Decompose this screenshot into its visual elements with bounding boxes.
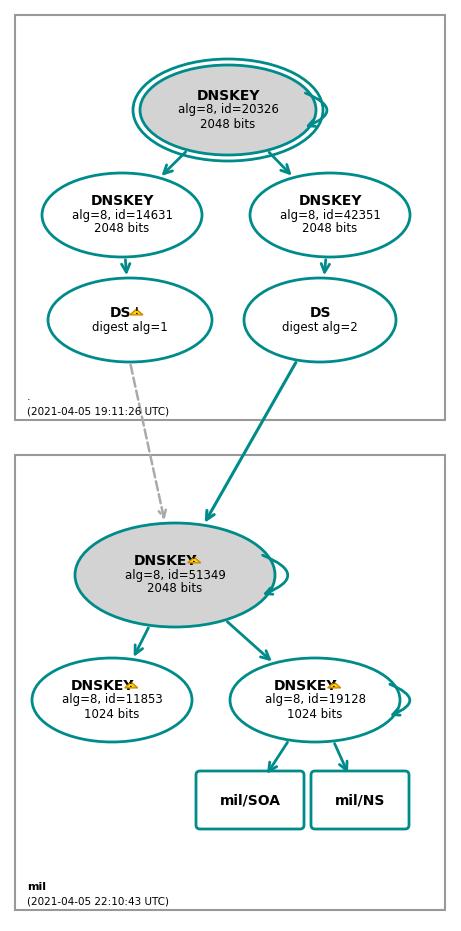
Ellipse shape bbox=[42, 173, 202, 257]
Text: DS: DS bbox=[309, 306, 331, 320]
Text: DNSKEY: DNSKEY bbox=[70, 679, 134, 693]
Text: !: ! bbox=[192, 555, 196, 564]
Text: alg=8, id=19128: alg=8, id=19128 bbox=[265, 694, 366, 707]
Polygon shape bbox=[188, 558, 201, 563]
FancyBboxPatch shape bbox=[15, 15, 445, 420]
Text: alg=8, id=20326: alg=8, id=20326 bbox=[177, 103, 278, 116]
Text: digest alg=1: digest alg=1 bbox=[92, 320, 168, 333]
Text: (2021-04-05 19:11:26 UTC): (2021-04-05 19:11:26 UTC) bbox=[27, 406, 169, 416]
Ellipse shape bbox=[48, 278, 212, 362]
Text: digest alg=2: digest alg=2 bbox=[282, 320, 358, 333]
Text: DNSKEY: DNSKEY bbox=[298, 194, 362, 208]
Ellipse shape bbox=[230, 658, 400, 742]
Text: mil/SOA: mil/SOA bbox=[219, 793, 280, 807]
Text: mil: mil bbox=[27, 882, 46, 892]
FancyBboxPatch shape bbox=[196, 771, 304, 829]
Text: DS: DS bbox=[109, 306, 131, 320]
Polygon shape bbox=[328, 682, 341, 688]
Text: DNSKEY: DNSKEY bbox=[273, 679, 337, 693]
Ellipse shape bbox=[75, 523, 275, 627]
FancyBboxPatch shape bbox=[311, 771, 409, 829]
Text: alg=8, id=11853: alg=8, id=11853 bbox=[62, 694, 162, 707]
Text: !: ! bbox=[332, 680, 336, 689]
Text: 1024 bits: 1024 bits bbox=[287, 708, 343, 721]
Text: DNSKEY: DNSKEY bbox=[133, 554, 197, 568]
Text: alg=8, id=14631: alg=8, id=14631 bbox=[71, 209, 172, 222]
Text: 2048 bits: 2048 bits bbox=[148, 583, 203, 596]
Polygon shape bbox=[124, 682, 138, 688]
Text: mil/NS: mil/NS bbox=[335, 793, 385, 807]
Text: alg=8, id=42351: alg=8, id=42351 bbox=[279, 209, 380, 222]
Text: !: ! bbox=[130, 680, 133, 689]
Ellipse shape bbox=[250, 173, 410, 257]
Text: 2048 bits: 2048 bits bbox=[95, 223, 150, 236]
Text: DNSKEY: DNSKEY bbox=[196, 89, 260, 103]
FancyBboxPatch shape bbox=[15, 455, 445, 910]
Text: 2048 bits: 2048 bits bbox=[302, 223, 358, 236]
Text: 1024 bits: 1024 bits bbox=[84, 708, 140, 721]
Text: DNSKEY: DNSKEY bbox=[90, 194, 154, 208]
Ellipse shape bbox=[140, 65, 316, 155]
Polygon shape bbox=[130, 309, 143, 315]
Text: .: . bbox=[27, 392, 30, 402]
Text: (2021-04-05 22:10:43 UTC): (2021-04-05 22:10:43 UTC) bbox=[27, 896, 169, 906]
Ellipse shape bbox=[244, 278, 396, 362]
Text: alg=8, id=51349: alg=8, id=51349 bbox=[124, 569, 225, 582]
Text: !: ! bbox=[135, 307, 138, 316]
Text: 2048 bits: 2048 bits bbox=[201, 117, 256, 130]
Ellipse shape bbox=[32, 658, 192, 742]
